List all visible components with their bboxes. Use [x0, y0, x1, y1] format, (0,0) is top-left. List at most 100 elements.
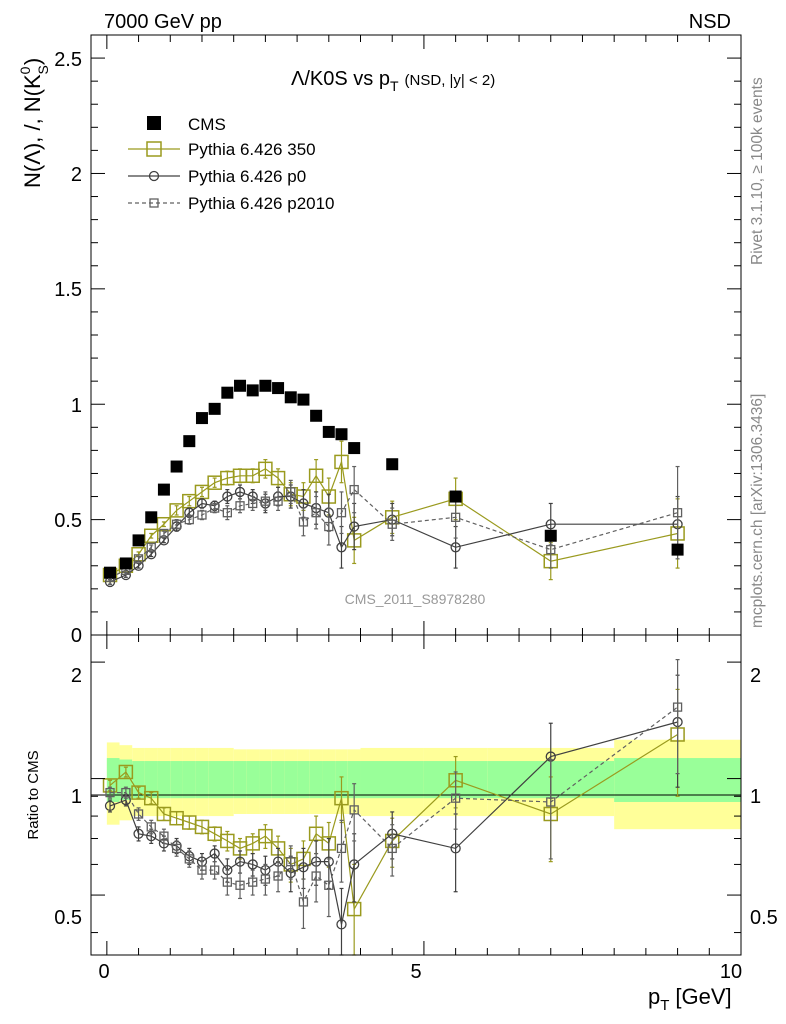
legend-marker-p350 — [146, 141, 162, 157]
main-point-p0 — [336, 542, 347, 553]
main-point-p2010 — [546, 544, 556, 555]
main-point-p2010 — [324, 521, 334, 532]
main-point-p2010 — [450, 512, 461, 522]
main-point-p2010 — [336, 508, 347, 518]
ratio-point-p350 — [346, 901, 362, 917]
ratio-point-p2010 — [450, 793, 461, 803]
ratio-band-inner — [144, 761, 158, 799]
ratio-point-p2010 — [105, 787, 115, 798]
main-point-p0 — [545, 519, 556, 530]
main-point-p0 — [349, 521, 360, 532]
main-point-cms — [104, 566, 117, 579]
ratio-point-p2010 — [248, 877, 258, 887]
x-tick-label-5: 5 — [410, 961, 421, 983]
ratio-point-p2010 — [121, 787, 131, 798]
main-point-p2010 — [260, 496, 271, 506]
main-point-p0 — [234, 486, 246, 498]
ratio-band-inner — [221, 761, 234, 799]
ratio-band-inner — [309, 761, 323, 799]
ratio-band-inner — [246, 761, 260, 799]
ratio-panel: 2 1 0.5 2 1 0.5 Ratio to CMS 0 5 10 pT [G… — [25, 634, 778, 1014]
ratio-y-tick-label-right-0.5: 0.5 — [750, 907, 778, 929]
ratio-y-tick-label-0.5: 0.5 — [54, 907, 82, 929]
ratio-line-p0 — [109, 721, 678, 925]
ratio-point-p2010 — [273, 871, 283, 881]
main-y-tick-label-2.5: 2.5 — [54, 49, 82, 71]
main-point-p350 — [308, 468, 324, 484]
ratio-point-p2010 — [159, 831, 169, 841]
ratio-band-inner — [119, 759, 133, 801]
ratio-point-p2010 — [260, 874, 271, 884]
main-point-p350 — [334, 454, 349, 470]
plot-title: Λ/K0S vs pT (NSD, |y| < 2) — [291, 68, 495, 94]
main-point-cms — [119, 557, 132, 570]
main-point-p350 — [169, 503, 184, 518]
ratio-point-p2010 — [210, 865, 220, 875]
main-point-cms — [322, 425, 335, 438]
beam-label: 7000 GeV pp — [104, 11, 222, 33]
ratio-band-inner — [259, 761, 272, 799]
ratio-point-p2010 — [324, 880, 334, 890]
main-point-p2010 — [235, 501, 245, 511]
ratio-point-p2010 — [235, 880, 245, 890]
main-point-p2010 — [159, 528, 169, 539]
main-point-cms — [544, 529, 557, 542]
ratio-band-inner — [182, 761, 196, 799]
main-point-cms — [671, 543, 684, 556]
legend: CMS Pythia 6.426 350 Pythia 6.426 p0 Pyt… — [128, 115, 335, 213]
main-point-p2010 — [311, 508, 321, 518]
main-point-p2010 — [387, 519, 397, 529]
main-point-p2010 — [349, 484, 359, 495]
ratio-band-inner — [284, 761, 298, 799]
main-point-cms — [284, 391, 297, 404]
x-axis-title: pT [GeV] — [648, 984, 732, 1014]
rivet-version-label: Rivet 3.1.10, ≥ 100k events — [749, 77, 766, 265]
ratio-point-p0 — [298, 862, 309, 873]
main-point-cms — [259, 379, 272, 392]
main-point-cms — [386, 458, 399, 471]
main-point-cms — [272, 382, 285, 395]
process-label: NSD — [689, 11, 731, 33]
main-point-cms — [297, 393, 310, 406]
ratio-point-p2010 — [197, 865, 207, 875]
ratio-x-axis — [106, 635, 742, 955]
main-point-cms — [132, 534, 145, 547]
main-point-p2010 — [146, 542, 156, 552]
ratio-point-p2010 — [349, 805, 359, 815]
ratio-point-p350 — [308, 826, 324, 842]
main-y-axis — [91, 34, 741, 636]
legend-marker-p2010 — [149, 198, 159, 208]
ratio-point-p2010 — [546, 797, 556, 807]
main-panel: 2.5 2 1.5 1 0.5 0 N(Λ), /, N(K0 S) Λ/K0S … — [17, 34, 742, 647]
main-point-cms — [208, 402, 221, 415]
main-y-tick-label-0.5: 0.5 — [54, 510, 82, 532]
ratio-point-p0 — [247, 859, 258, 870]
ratio-band-inner — [322, 761, 336, 799]
ratio-band-inner — [347, 761, 361, 799]
main-point-p350 — [258, 461, 273, 477]
mcplots-label: mcplots.cern.ch [arXiv:1306.3436] — [749, 394, 766, 628]
ratio-line-p2010 — [110, 706, 678, 904]
main-y-tick-label-1: 1 — [71, 395, 82, 417]
main-point-cms — [170, 460, 183, 473]
ratio-point-p350 — [245, 836, 260, 851]
ratio-point-p350 — [258, 828, 273, 844]
legend-label-p2010: Pythia 6.426 p2010 — [188, 194, 335, 213]
ratio-y-tick-label-right-2: 2 — [750, 665, 761, 687]
main-point-p2010 — [222, 508, 232, 518]
main-point-cms — [348, 442, 361, 455]
ratio-point-p2010 — [184, 854, 194, 864]
ratio-point-p2010 — [222, 877, 232, 887]
main-point-p2010 — [133, 554, 144, 564]
ratio-y-tick-label-right-1: 1 — [750, 786, 761, 808]
ratio-point-p2010 — [387, 843, 397, 854]
ratio-band-inner — [297, 761, 310, 799]
ratio-point-p2010 — [298, 897, 309, 907]
main-series-layer — [102, 379, 685, 588]
main-point-p2010 — [197, 510, 207, 520]
ratio-point-p0 — [450, 843, 461, 854]
ratio-point-p0 — [209, 848, 220, 859]
main-point-p2010 — [184, 514, 194, 525]
x-tick-label-0: 0 — [98, 961, 109, 983]
main-point-p2010 — [286, 487, 296, 497]
